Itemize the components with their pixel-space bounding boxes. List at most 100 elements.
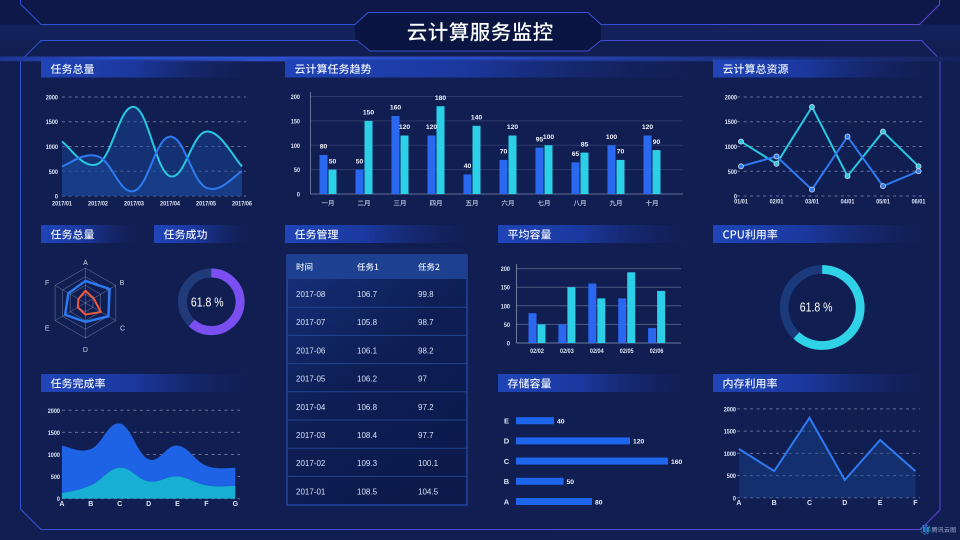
svg-text:2017-07: 2017-07: [296, 318, 326, 327]
svg-text:150: 150: [501, 285, 511, 292]
svg-text:61.8 %: 61.8 %: [800, 300, 833, 315]
svg-text:C: C: [120, 325, 125, 332]
svg-text:100: 100: [543, 134, 555, 141]
svg-text:G: G: [233, 501, 239, 508]
svg-text:05/01: 05/01: [876, 199, 890, 206]
svg-text:120: 120: [399, 124, 411, 131]
svg-text:C: C: [117, 501, 122, 508]
svg-text:500: 500: [727, 473, 737, 480]
svg-text:2000: 2000: [724, 406, 737, 413]
svg-text:2017/01: 2017/01: [52, 200, 72, 207]
svg-text:105.8: 105.8: [357, 318, 378, 327]
svg-text:50: 50: [504, 322, 510, 329]
svg-text:40: 40: [557, 419, 565, 426]
svg-text:02/01: 02/01: [770, 199, 784, 206]
svg-text:50: 50: [356, 158, 364, 165]
svg-text:B: B: [88, 501, 93, 508]
svg-text:2000: 2000: [48, 408, 61, 415]
svg-text:A: A: [83, 260, 88, 267]
svg-text:100: 100: [501, 303, 511, 310]
svg-text:180: 180: [435, 95, 447, 102]
svg-text:106.2: 106.2: [357, 375, 378, 384]
svg-text:500: 500: [51, 474, 61, 481]
svg-text:160: 160: [390, 105, 402, 112]
svg-text:2017-01: 2017-01: [296, 487, 326, 496]
svg-text:1500: 1500: [46, 119, 59, 126]
svg-text:2017/04: 2017/04: [160, 200, 180, 207]
svg-text:50: 50: [567, 479, 575, 486]
svg-text:B: B: [120, 280, 125, 287]
svg-text:F: F: [204, 501, 209, 508]
svg-text:02/06: 02/06: [650, 348, 664, 355]
svg-text:108.5: 108.5: [357, 487, 378, 496]
svg-text:100.1: 100.1: [418, 459, 439, 468]
svg-text:F: F: [45, 280, 49, 287]
svg-text:500: 500: [728, 169, 738, 176]
svg-text:80: 80: [320, 144, 328, 151]
svg-text:120: 120: [426, 124, 438, 131]
svg-text:06/01: 06/01: [912, 199, 926, 206]
svg-text:02/05: 02/05: [620, 348, 634, 355]
svg-text:65: 65: [572, 151, 580, 158]
svg-text:A: A: [59, 501, 64, 508]
svg-text:61.8 %: 61.8 %: [191, 295, 224, 310]
svg-text:50: 50: [329, 158, 337, 165]
svg-text:2017-06: 2017-06: [296, 346, 326, 355]
svg-text:120: 120: [642, 124, 654, 131]
svg-text:99.8: 99.8: [418, 290, 434, 299]
svg-text:2000: 2000: [46, 95, 59, 102]
svg-text:1000: 1000: [48, 452, 61, 459]
svg-text:E: E: [504, 417, 509, 426]
svg-text:2017/02: 2017/02: [88, 200, 108, 207]
svg-text:E: E: [175, 501, 180, 508]
svg-text:200: 200: [501, 266, 511, 273]
svg-text:90: 90: [653, 139, 661, 146]
svg-text:70: 70: [500, 149, 508, 156]
svg-text:95: 95: [536, 136, 544, 143]
svg-text:03/01: 03/01: [805, 199, 819, 206]
svg-text:1000: 1000: [46, 144, 59, 151]
svg-text:B: B: [504, 477, 510, 486]
svg-text:97: 97: [418, 375, 427, 384]
svg-text:D: D: [146, 501, 151, 508]
svg-text:0: 0: [507, 341, 510, 348]
svg-text:97.7: 97.7: [418, 431, 434, 440]
svg-text:01/01: 01/01: [734, 199, 748, 206]
svg-text:A: A: [736, 500, 741, 507]
svg-text:B: B: [772, 500, 777, 507]
svg-text:160: 160: [671, 459, 683, 466]
svg-text:85: 85: [581, 141, 589, 148]
svg-text:1000: 1000: [725, 144, 738, 151]
svg-text:02/04: 02/04: [590, 348, 604, 355]
svg-text:106.7: 106.7: [357, 290, 378, 299]
svg-text:500: 500: [49, 169, 59, 176]
svg-text:2017-04: 2017-04: [296, 403, 326, 412]
svg-text:1500: 1500: [724, 429, 737, 436]
svg-text:1500: 1500: [725, 119, 738, 126]
svg-text:02/03: 02/03: [560, 348, 574, 355]
svg-text:100: 100: [291, 143, 301, 150]
svg-text:98.2: 98.2: [418, 346, 434, 355]
svg-text:0: 0: [297, 192, 300, 199]
svg-text:E: E: [45, 325, 50, 332]
svg-text:04/01: 04/01: [841, 199, 855, 206]
svg-text:80: 80: [595, 499, 603, 506]
svg-text:150: 150: [291, 118, 301, 125]
svg-text:97.2: 97.2: [418, 403, 434, 412]
svg-text:C: C: [807, 500, 812, 507]
svg-text:40: 40: [464, 163, 472, 170]
svg-text:F: F: [913, 500, 918, 507]
svg-text:0: 0: [57, 496, 60, 503]
svg-text:2017/05: 2017/05: [196, 200, 216, 207]
svg-text:2017/03: 2017/03: [124, 200, 144, 207]
svg-text:120: 120: [507, 124, 519, 131]
svg-text:2000: 2000: [725, 95, 738, 102]
svg-text:150: 150: [363, 110, 375, 117]
svg-text:70: 70: [617, 149, 625, 156]
svg-text:2017-02: 2017-02: [296, 459, 326, 468]
svg-text:108.4: 108.4: [357, 431, 378, 440]
svg-text:0: 0: [733, 495, 736, 502]
svg-text:C: C: [504, 457, 510, 466]
svg-text:D: D: [504, 437, 510, 446]
svg-text:2017-03: 2017-03: [296, 431, 326, 440]
